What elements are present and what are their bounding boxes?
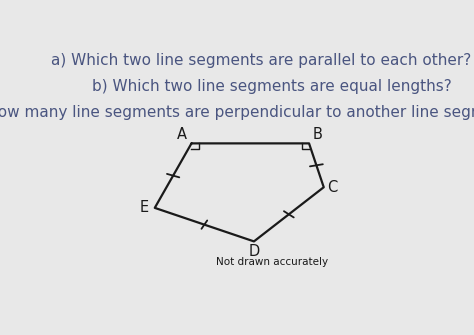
Text: E: E xyxy=(139,200,148,215)
Text: A: A xyxy=(177,127,187,142)
Text: D: D xyxy=(248,244,260,259)
Text: b) Which two line segments are equal lengths?: b) Which two line segments are equal len… xyxy=(92,79,452,94)
Text: C: C xyxy=(327,180,337,195)
Text: Not drawn accurately: Not drawn accurately xyxy=(216,257,328,267)
Text: a) Which two line segments are parallel to each other?: a) Which two line segments are parallel … xyxy=(51,53,472,68)
Text: c) How many line segments are perpendicular to another line segment?: c) How many line segments are perpendicu… xyxy=(0,105,474,120)
Text: B: B xyxy=(312,127,322,142)
